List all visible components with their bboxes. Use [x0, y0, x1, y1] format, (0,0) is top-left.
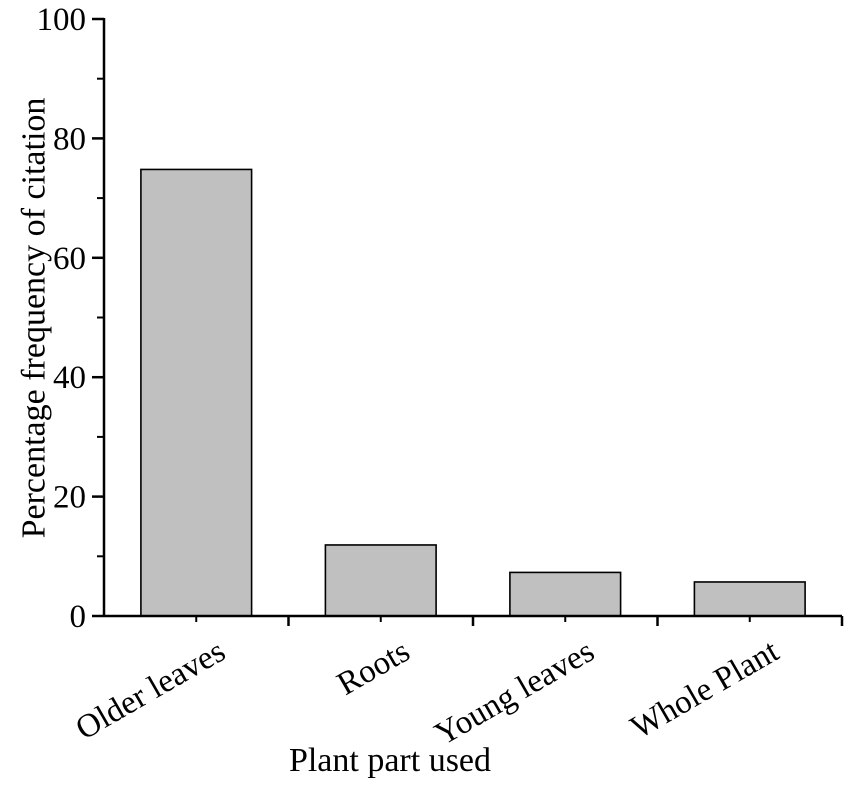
x-category-label: Older leaves: [70, 633, 232, 747]
y-tick-label: 0: [70, 599, 87, 635]
bars-group: [140, 168, 806, 617]
bar-whole-plant: [693, 581, 806, 617]
y-tick-label: 100: [37, 2, 87, 38]
bar-older-leaves: [140, 168, 253, 617]
x-category-labels: Older leaves Roots Young leaves Whole Plant: [70, 633, 785, 753]
y-tick-label: 80: [53, 121, 86, 157]
y-axis-ticks: [92, 17, 104, 618]
y-tick-labels: 0 20 40 60 80 100: [37, 2, 87, 635]
bar-young-leaves: [509, 571, 622, 617]
bar-roots: [324, 544, 437, 617]
y-axis-title: Percentage frequency of citation: [16, 98, 53, 539]
y-tick-label: 20: [53, 480, 86, 516]
x-category-label: Whole Plant: [625, 633, 785, 746]
x-axis-title: Plant part used: [289, 742, 491, 779]
y-tick-label: 40: [53, 360, 86, 396]
x-axis-ticks: [195, 616, 844, 626]
x-category-label: Young leaves: [429, 633, 600, 753]
y-tick-label: 60: [53, 241, 86, 277]
x-category-label: Roots: [331, 633, 416, 703]
